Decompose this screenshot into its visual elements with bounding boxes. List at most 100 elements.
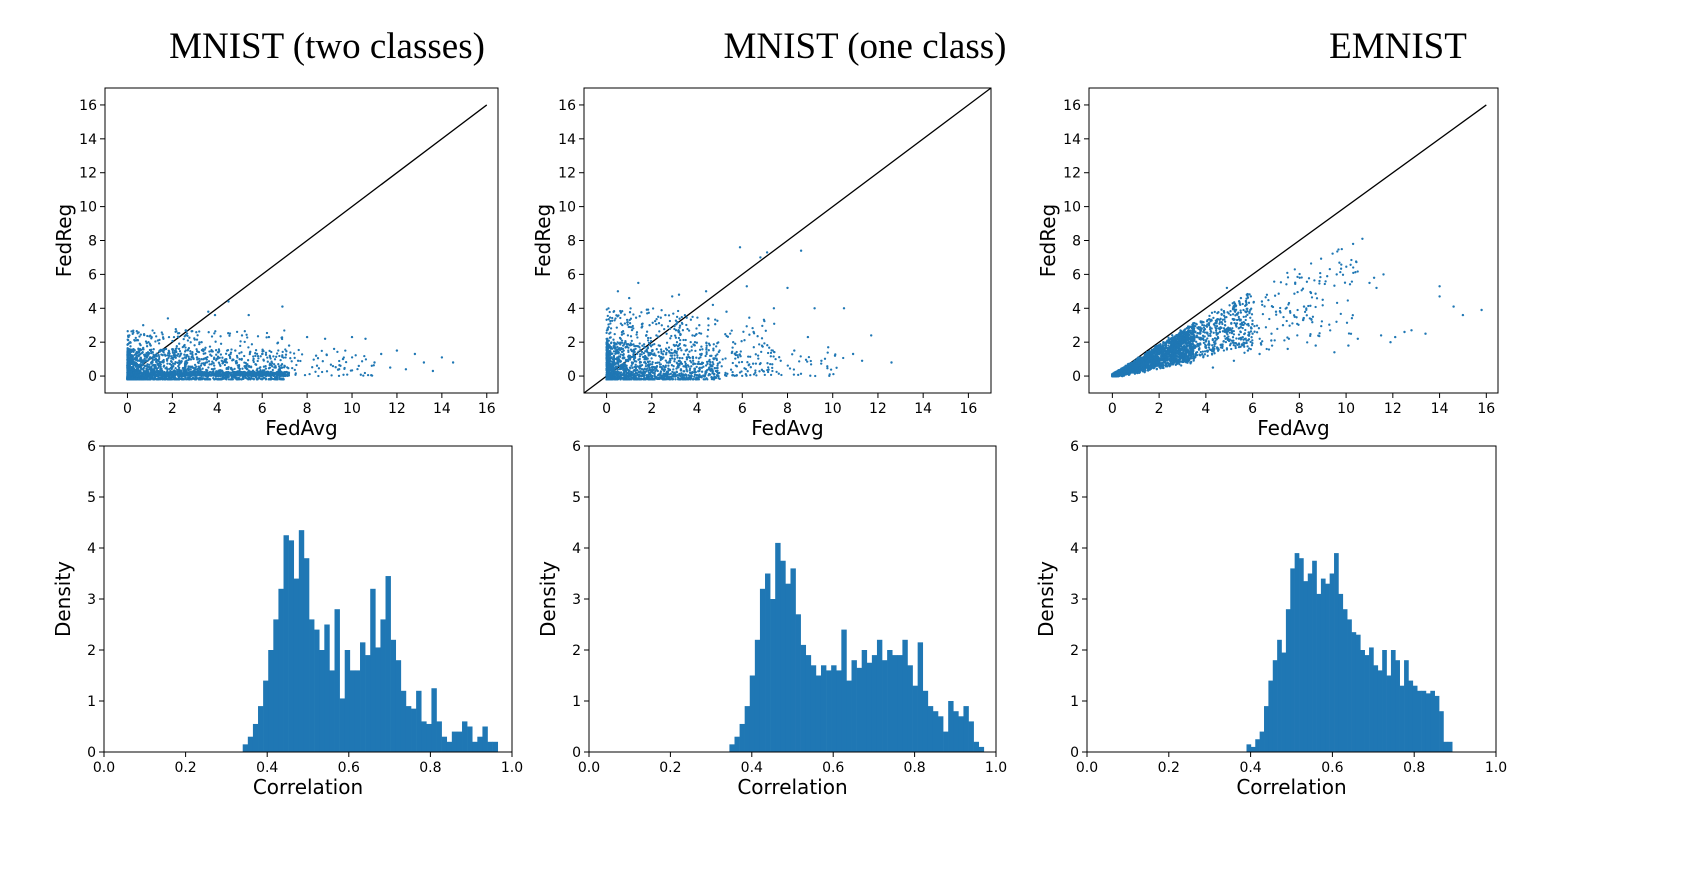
data-point (267, 374, 270, 377)
data-point (764, 329, 767, 332)
x-tick-label: 6 (738, 401, 747, 417)
data-point (198, 370, 201, 374)
diagonal-line (584, 88, 991, 393)
data-point (234, 373, 237, 376)
data-point (700, 353, 703, 357)
data-point (143, 357, 146, 360)
data-point (735, 350, 738, 354)
data-point (332, 347, 336, 351)
data-point (706, 362, 709, 366)
data-point (240, 370, 243, 374)
data-point (130, 362, 134, 366)
data-point (370, 374, 374, 377)
data-point (780, 373, 783, 377)
data-point (713, 372, 716, 376)
data-point (615, 365, 619, 368)
data-point (725, 310, 728, 313)
data-point (649, 340, 653, 343)
data-point (284, 356, 287, 359)
data-point (219, 364, 222, 368)
data-point (243, 340, 246, 344)
data-point (659, 366, 663, 369)
axes-frame (104, 87, 499, 394)
data-point (625, 343, 628, 346)
data-point (346, 373, 349, 376)
data-point (695, 356, 698, 359)
data-point (607, 373, 610, 377)
data-point (212, 374, 215, 377)
data-point (654, 354, 657, 357)
data-point (695, 341, 699, 344)
data-point (633, 344, 636, 348)
data-point (257, 357, 260, 360)
data-point (659, 370, 663, 373)
data-point (224, 377, 227, 380)
data-point (691, 334, 694, 337)
data-point (788, 367, 792, 370)
y-tick-label: 16 (558, 98, 576, 114)
data-point (668, 361, 672, 364)
data-point (269, 373, 272, 377)
data-point (613, 378, 616, 381)
data-point (289, 357, 292, 360)
data-point (265, 336, 268, 339)
data-point (707, 317, 710, 320)
data-point (724, 373, 727, 376)
data-point (174, 367, 177, 370)
data-point (650, 357, 653, 360)
data-point (189, 372, 192, 375)
data-point (651, 363, 654, 366)
data-point (238, 373, 241, 377)
data-point (197, 350, 201, 354)
data-point (162, 358, 165, 362)
data-point (621, 344, 625, 347)
data-point (705, 351, 708, 354)
data-point (607, 345, 610, 348)
data-point (609, 336, 612, 339)
data-point (360, 360, 364, 363)
data-point (804, 358, 808, 361)
data-point (633, 365, 636, 369)
data-point (146, 354, 149, 357)
data-point (126, 343, 130, 346)
data-point (646, 346, 649, 349)
data-point (138, 342, 141, 345)
data-point (268, 349, 271, 353)
data-point (835, 366, 838, 369)
x-tick-label: 16 (959, 401, 977, 417)
data-point (738, 353, 741, 356)
data-point (234, 349, 237, 352)
data-point (618, 336, 622, 340)
data-point (260, 374, 263, 378)
data-point (691, 315, 694, 319)
data-point (249, 373, 253, 376)
data-point (647, 341, 651, 345)
data-point (638, 346, 641, 349)
data-point (645, 330, 649, 333)
data-point (687, 329, 691, 332)
x-tick-label: 4 (213, 401, 222, 417)
data-point (711, 303, 715, 307)
data-point (664, 347, 668, 350)
data-point (792, 368, 796, 371)
data-point (646, 308, 650, 311)
data-point (605, 343, 608, 346)
data-point (655, 348, 658, 351)
data-point (220, 359, 223, 362)
data-point (625, 367, 629, 371)
data-point (614, 352, 617, 355)
data-point (343, 366, 346, 370)
data-point (632, 355, 635, 359)
data-point (651, 368, 654, 371)
data-point (320, 349, 323, 353)
data-point (622, 371, 626, 374)
data-point (237, 366, 240, 369)
data-point (185, 354, 188, 357)
data-point (673, 372, 677, 375)
data-point (793, 349, 796, 352)
data-point (663, 327, 666, 331)
data-point (637, 365, 641, 368)
data-point (171, 351, 175, 354)
data-point (735, 374, 738, 377)
data-point (698, 324, 701, 327)
